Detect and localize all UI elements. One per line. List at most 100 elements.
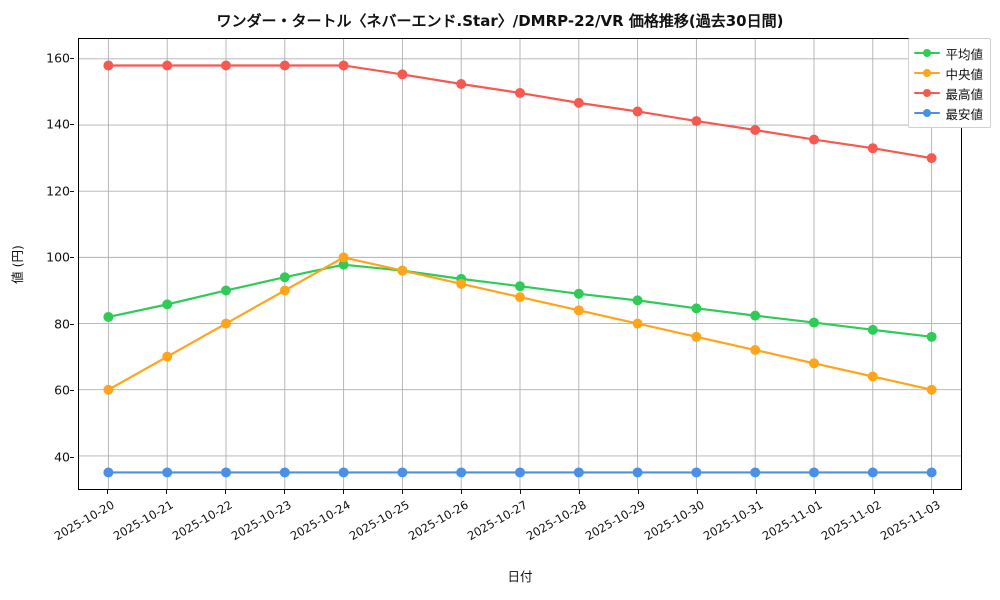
data-point [338,259,349,270]
data-point [515,281,525,292]
data-point [632,106,643,117]
data-point [162,60,173,71]
series-1 [103,259,937,342]
data-point [573,288,584,299]
data-point [632,318,643,329]
data-point [691,331,702,342]
y-tick-mark [70,190,74,192]
data-point [279,60,290,71]
x-tick-mark [814,490,816,494]
plot-area [78,38,962,490]
data-point [867,371,878,382]
x-tick-label: 2025-10-30 [641,497,707,544]
x-tick-mark [284,490,286,494]
x-tick-label: 2025-10-21 [111,497,177,544]
data-point [632,467,643,478]
data-point [103,384,114,395]
legend-label: 中央値 [945,66,983,82]
data-point [691,303,702,314]
data-point [926,467,937,478]
chart-legend[interactable]: 平均値中央値最高値最安値 [908,38,991,128]
grid-lines [79,39,961,489]
page-title: ワンダー・タートル〈ネバーエンド.Star〉/DMRP-22/VR 価格推移(過… [216,12,784,30]
y-tick-label: 160 [46,50,70,66]
x-tick-label: 2025-10-25 [346,497,412,544]
data-point [573,97,584,108]
x-tick-mark [225,490,227,494]
legend-marker-icon [914,47,941,59]
legend-item-2[interactable]: 中央値 [914,64,983,82]
y-tick-mark [70,323,74,325]
legend-marker-icon [914,67,941,79]
data-point [867,467,878,478]
data-point [926,153,937,164]
x-tick-label: 2025-10-20 [52,497,118,544]
data-point [515,467,525,478]
data-point [338,467,349,478]
data-point [221,60,231,71]
y-tick-mark [70,124,74,126]
data-point [162,299,173,310]
data-point [397,69,408,80]
y-tick-label: 60 [54,382,70,398]
legend-item-3[interactable]: 最高値 [914,84,983,102]
x-tick-mark [873,490,875,494]
y-tick-label: 120 [46,183,70,199]
data-point [397,467,408,478]
x-tick-label: 2025-11-03 [877,497,943,544]
legend-marker-icon [914,107,941,119]
series-2 [103,252,937,395]
x-tick-mark [755,490,757,494]
x-tick-label: 2025-10-24 [288,497,353,544]
x-tick-mark [402,490,404,494]
data-point [926,384,937,395]
y-tick-mark [70,390,74,392]
y-tick-label: 80 [54,316,70,332]
data-point [221,285,231,296]
data-point [279,467,290,478]
x-tick-mark [932,490,934,494]
y-tick-label: 40 [54,449,70,465]
legend-label: 平均値 [945,46,983,62]
x-tick-label: 2025-10-23 [229,497,294,544]
x-tick-mark [166,490,168,494]
data-point [221,318,231,329]
x-tick-label: 2025-10-27 [464,497,530,544]
x-tick-label: 2025-11-01 [759,497,825,544]
data-point [926,331,937,342]
x-axis-ticks: 2025-10-20 2025-10-21 2025-10-22 2025-10-23… [52,490,962,600]
data-point [397,265,408,276]
legend-item-1[interactable]: 平均値 [914,44,983,62]
data-point [573,467,584,478]
x-tick-label: 2025-10-22 [170,497,236,544]
x-tick-mark [107,490,109,494]
x-tick-mark [637,490,639,494]
data-series-layer [103,60,937,478]
data-point [279,285,290,296]
data-point [338,60,349,71]
data-point [809,134,819,145]
x-tick-mark [461,490,463,494]
data-point [632,295,643,306]
series-3 [103,60,937,164]
data-point [338,252,349,263]
y-tick-label: 100 [46,249,70,265]
data-point [691,116,702,127]
data-point [221,467,231,478]
y-tick-label: 140 [46,116,70,132]
data-point [515,87,525,98]
y-axis-ticks: 40 60 80 100 120 140 160 [0,38,74,490]
x-tick-label: 2025-11-02 [818,497,884,544]
series-line [107,256,933,391]
data-point [103,467,114,478]
x-tick-mark [520,490,521,494]
x-tick-mark [343,490,345,494]
data-point [162,467,173,478]
data-point [103,311,114,322]
data-point [162,351,173,362]
x-tick-mark [578,490,580,494]
data-point [750,125,761,135]
data-point [809,317,819,328]
legend-item-4[interactable]: 最安値 [914,104,983,122]
series-line [107,64,933,160]
